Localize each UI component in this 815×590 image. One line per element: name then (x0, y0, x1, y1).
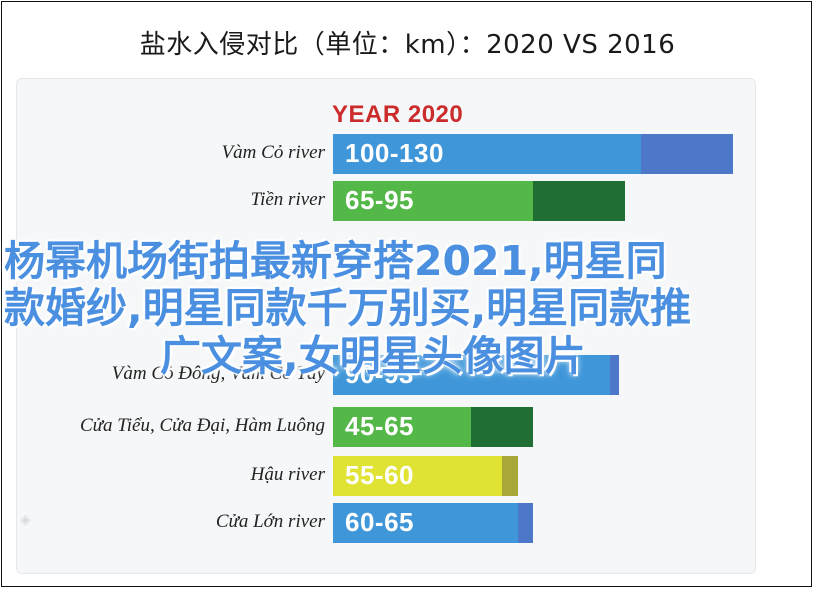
range-value-label: 45-65 (345, 411, 414, 441)
range-bar-min-segment (333, 503, 518, 543)
range-bar-min-segment (333, 181, 533, 221)
range-bar-min-segment (333, 407, 472, 447)
range-bar: 55-60 (333, 456, 518, 496)
range-bar-max-segment (609, 355, 620, 395)
range-bar-min-segment (333, 456, 503, 496)
range-bar-max-segment (517, 503, 533, 543)
category-label: Hậu river (250, 464, 325, 485)
range-bar-max-segment (640, 134, 733, 174)
range-bar-min-segment (333, 134, 641, 174)
range-bar: 65-95 (333, 181, 626, 221)
watermark-logo-icon: ◈ (20, 512, 31, 528)
range-bar-min-segment (333, 355, 610, 395)
category-label: Cửa Lớn river (215, 511, 325, 532)
range-value-label: 100-130 (345, 138, 444, 168)
range-bar: 60-65 (333, 503, 533, 543)
range-value-label: 60-65 (345, 507, 414, 537)
range-bar-max-segment (533, 181, 626, 221)
chart-title: 盐水入侵对比（单位：km）：2020 VS 2016 (139, 30, 676, 60)
category-label: Vàm Cỏ Đông, Vàm Cỏ Tây (111, 363, 325, 384)
category-label: Tiền river (250, 189, 325, 210)
range-bar: 45-65 (333, 407, 533, 447)
range-value-label: 90-93 (345, 359, 414, 389)
range-bar-max-segment (502, 456, 518, 496)
range-value-label: 65-95 (345, 185, 414, 215)
watermark-line-1: 杨幂机场街拍最新穿搭2021,明星同 (4, 237, 667, 285)
watermark-line-2: 款婚纱,明星同款千万别买,明星同款推 (4, 284, 692, 332)
category-label: Cửa Tiểu, Cửa Đại, Hàm Luông (79, 415, 325, 436)
range-value-label: 55-60 (345, 460, 414, 490)
group-label-2020: YEAR 2020 (332, 101, 464, 128)
range-bar: 90-93 (333, 355, 620, 395)
range-bar: 100-130 (333, 134, 733, 174)
watermark-line-3: 广文案,女明星头像图片 (160, 332, 586, 380)
range-bar-max-segment (471, 407, 533, 447)
category-label: Vàm Cỏ river (221, 142, 325, 163)
